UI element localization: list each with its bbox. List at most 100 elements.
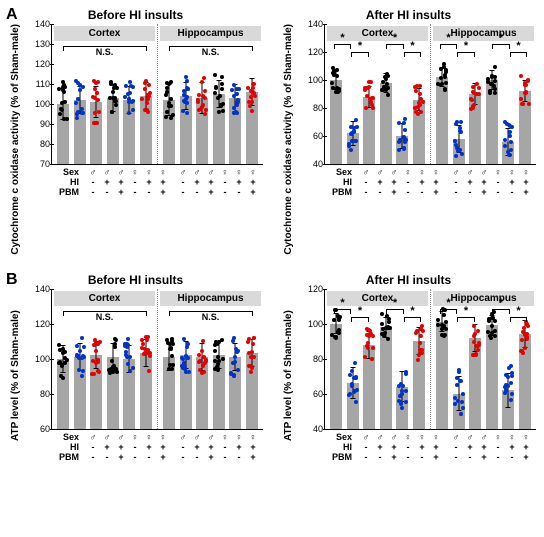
data-point — [220, 82, 224, 86]
condition-cell: + — [158, 442, 168, 452]
data-point — [510, 371, 514, 375]
condition-cell: ♂ — [451, 432, 461, 442]
condition-cell: + — [116, 452, 126, 462]
data-point — [371, 334, 375, 338]
condition-cell: + — [521, 187, 531, 197]
data-point — [184, 75, 188, 79]
bar-group — [123, 289, 135, 429]
error-bar — [145, 339, 146, 367]
condition-cell: + — [234, 177, 244, 187]
condition-cell: - — [465, 187, 475, 197]
condition-table: Sex♂♂♂♀♀♀♂♂♂♀♀♀HI-++-++-++-++PBM--+--+--… — [324, 167, 536, 197]
condition-cell: ♂ — [116, 432, 126, 442]
data-point — [62, 83, 66, 87]
condition-cell: + — [375, 442, 385, 452]
condition-cell: - — [220, 452, 230, 462]
condition-cell: + — [431, 442, 441, 452]
condition-cell: ♂ — [375, 432, 385, 442]
significance-bracket — [492, 44, 509, 45]
significance-bracket — [440, 309, 457, 310]
bar-group — [180, 24, 192, 164]
error-bar — [336, 70, 337, 90]
condition-cell: - — [507, 187, 517, 197]
condition-cell: - — [102, 187, 112, 197]
condition-cell: + — [248, 442, 258, 452]
condition-cell: - — [361, 177, 371, 187]
significance-bracket — [404, 52, 421, 53]
condition-cell: - — [192, 452, 202, 462]
panel: Before HI insultsATP level (% of Sham-ma… — [8, 273, 263, 462]
bar-group — [74, 24, 86, 164]
condition-cell: ♂ — [178, 432, 188, 442]
significance-bracket — [334, 44, 351, 45]
condition-cell: ♀ — [417, 167, 427, 177]
data-point — [387, 320, 391, 324]
ns-annotation: N.S. — [169, 46, 253, 57]
bar-group — [469, 24, 481, 164]
bar-group — [363, 24, 375, 164]
data-point — [165, 338, 169, 342]
error-bar — [418, 327, 419, 355]
condition-cell: - — [493, 452, 503, 462]
condition-cell: - — [88, 442, 98, 452]
bar-group — [107, 289, 119, 429]
data-point — [91, 95, 95, 99]
data-point — [203, 89, 207, 93]
condition-cell: + — [507, 442, 517, 452]
data-point — [115, 86, 119, 90]
condition-cell: ♀ — [158, 167, 168, 177]
significance-bracket — [351, 52, 368, 53]
data-point — [457, 368, 461, 372]
data-point — [369, 80, 373, 84]
y-axis-label: ATP level (% of Sham-male) — [8, 289, 23, 462]
condition-cell: ♀ — [403, 167, 413, 177]
y-tick: 80 — [40, 389, 50, 399]
error-bar — [251, 78, 252, 106]
condition-cell: + — [479, 187, 489, 197]
condition-cell: + — [479, 177, 489, 187]
data-point — [354, 375, 358, 379]
error-bar — [185, 82, 186, 110]
ns-annotation: N.S. — [63, 46, 147, 57]
data-point — [505, 122, 509, 126]
bar-group — [196, 24, 208, 164]
region: HippocampusN.S. — [157, 24, 263, 164]
condition-table: Sex♂♂♂♀♀♀♂♂♂♀♀♀HI-++-++-++-++PBM--+--+--… — [324, 432, 536, 462]
y-tick: 70 — [40, 159, 50, 169]
y-tick: 90 — [40, 119, 50, 129]
condition-cell: ♀ — [431, 432, 441, 442]
significance-star: * — [446, 297, 450, 309]
data-point — [526, 324, 530, 328]
condition-cell: - — [417, 187, 427, 197]
chart-area: 708090100110120130140CortexN.S.Hippocamp… — [51, 24, 263, 165]
condition-table: Sex♂♂♂♀♀♀♂♂♂♀♀♀HI-++-++-++-++PBM--+--+--… — [51, 432, 263, 462]
data-point — [331, 71, 335, 75]
bar-group — [246, 289, 258, 429]
condition-cell: - — [178, 442, 188, 452]
condition-cell: - — [493, 442, 503, 452]
error-bar — [369, 86, 370, 108]
bar — [330, 80, 342, 164]
data-point — [113, 337, 117, 341]
condition-cell: + — [465, 442, 475, 452]
condition-cell: - — [88, 177, 98, 187]
bar-group — [57, 24, 69, 164]
condition-cell: + — [431, 187, 441, 197]
data-point — [444, 68, 448, 72]
condition-cell: ♀ — [403, 432, 413, 442]
condition-cell: + — [417, 177, 427, 187]
condition-cell: + — [116, 442, 126, 452]
error-bar — [475, 83, 476, 105]
data-point — [459, 130, 463, 134]
error-bar — [352, 367, 353, 399]
condition-cell: ♂ — [88, 432, 98, 442]
data-point — [148, 91, 152, 95]
condition-cell: - — [130, 187, 140, 197]
error-bar — [235, 84, 236, 112]
data-point — [525, 322, 529, 326]
condition-cell: - — [192, 187, 202, 197]
chart-area: 406080100120Cortex****Hippocampus**** — [324, 289, 536, 430]
condition-cell: ♂ — [206, 167, 216, 177]
region: Hippocampus**** — [430, 289, 536, 429]
y-tick: 80 — [40, 139, 50, 149]
